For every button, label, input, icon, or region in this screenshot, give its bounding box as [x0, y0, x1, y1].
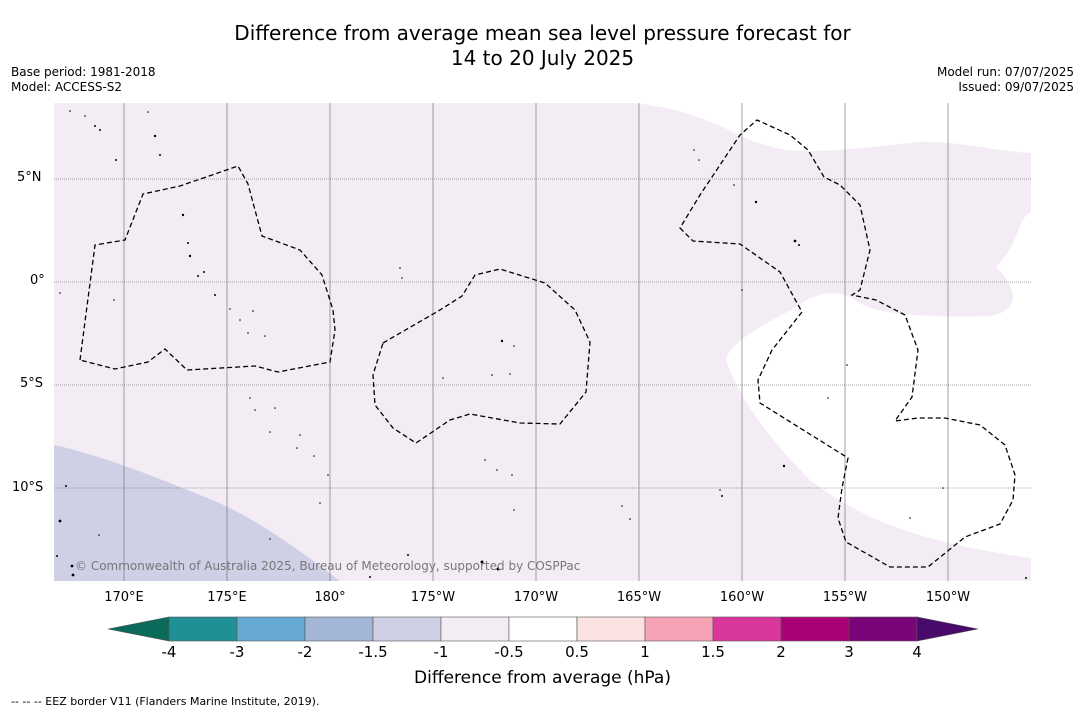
map-area: © Commonwealth of Australia 2025, Bureau…	[54, 103, 1031, 581]
base-period: Base period: 1981-2018	[11, 65, 156, 79]
meta-left: Base period: 1981-2018 Model: ACCESS-S2	[11, 65, 156, 95]
issued-date: Issued: 09/07/2025	[958, 80, 1074, 94]
near-average-region-north	[632, 103, 1031, 153]
colorbar-tick-label: -3	[229, 643, 245, 661]
colorbar-tick-label: -1	[433, 643, 449, 661]
colorbar-tick-label: -2	[297, 643, 313, 661]
colorbar-extend-max	[916, 616, 979, 642]
title-line-1: Difference from average mean sea level p…	[234, 21, 851, 45]
colorbar-bin	[848, 616, 918, 642]
anomaly-field-bottom-left	[54, 445, 340, 581]
lon-label-170e: 170°E	[104, 590, 144, 605]
colorbar-tick-label: -1.5	[358, 643, 388, 661]
map-title: Difference from average mean sea level p…	[0, 21, 1085, 71]
eez-footnote: -- -- -- EEZ border V11 (Flanders Marine…	[11, 695, 320, 708]
lon-label-175e: 175°E	[207, 590, 247, 605]
lat-label-10s: 10°S	[12, 480, 44, 495]
parallels	[54, 178, 1031, 489]
islands	[56, 110, 1027, 579]
lon-label-155w: 155°W	[822, 590, 868, 605]
colorbar-bin	[236, 616, 306, 642]
colorbar-bin	[440, 616, 510, 642]
model-run: Model run: 07/07/2025	[936, 65, 1074, 79]
lon-label-160w: 160°W	[719, 590, 765, 605]
eez-border-phoenix	[372, 268, 591, 444]
lon-label-175w: 175°W	[410, 590, 456, 605]
lon-label-165w: 165°W	[616, 590, 662, 605]
colorbar-bin	[168, 616, 238, 642]
colorbar-bin	[508, 616, 578, 642]
lon-label-170w: 170°W	[513, 590, 559, 605]
eez-borders	[79, 119, 1016, 568]
colorbar-bin	[780, 616, 850, 642]
colorbar-extend-min	[107, 616, 170, 642]
colorbar-bin	[372, 616, 442, 642]
colorbar-title: Difference from average (hPa)	[414, 668, 671, 688]
lat-label-0: 0°	[30, 273, 45, 288]
colorbar-tick-label: -4	[161, 643, 177, 661]
colorbar	[107, 616, 979, 642]
colorbar-bin	[304, 616, 374, 642]
lon-label-180: 180°	[314, 590, 346, 605]
lat-label-5n: 5°N	[17, 170, 42, 185]
colorbar-tick-label: 3	[844, 643, 854, 661]
meridians	[123, 103, 949, 581]
colorbar-bin	[712, 616, 782, 642]
copyright-notice: © Commonwealth of Australia 2025, Bureau…	[75, 559, 580, 573]
colorbar-bin	[644, 616, 714, 642]
colorbar-tick-label: 0.5	[565, 643, 589, 661]
model-name: Model: ACCESS-S2	[11, 80, 123, 94]
colorbar-tick-label: 1	[640, 643, 650, 661]
colorbar-tick-label: 2	[776, 643, 786, 661]
title-line-2: 14 to 20 July 2025	[450, 46, 635, 70]
lat-label-5s: 5°S	[20, 376, 44, 391]
eez-border-tuvalu-kiribati-west	[79, 165, 336, 373]
colorbar-bin	[576, 616, 646, 642]
meta-right: Model run: 07/07/2025 Issued: 09/07/2025	[937, 65, 1074, 95]
eez-border-line-islands	[679, 119, 1016, 568]
colorbar-bins	[168, 616, 918, 642]
lon-label-150w: 150°W	[925, 590, 971, 605]
colorbar-tick-label: 1.5	[701, 643, 725, 661]
colorbar-tick-label: -0.5	[494, 643, 524, 661]
colorbar-tick-label: 4	[912, 643, 922, 661]
